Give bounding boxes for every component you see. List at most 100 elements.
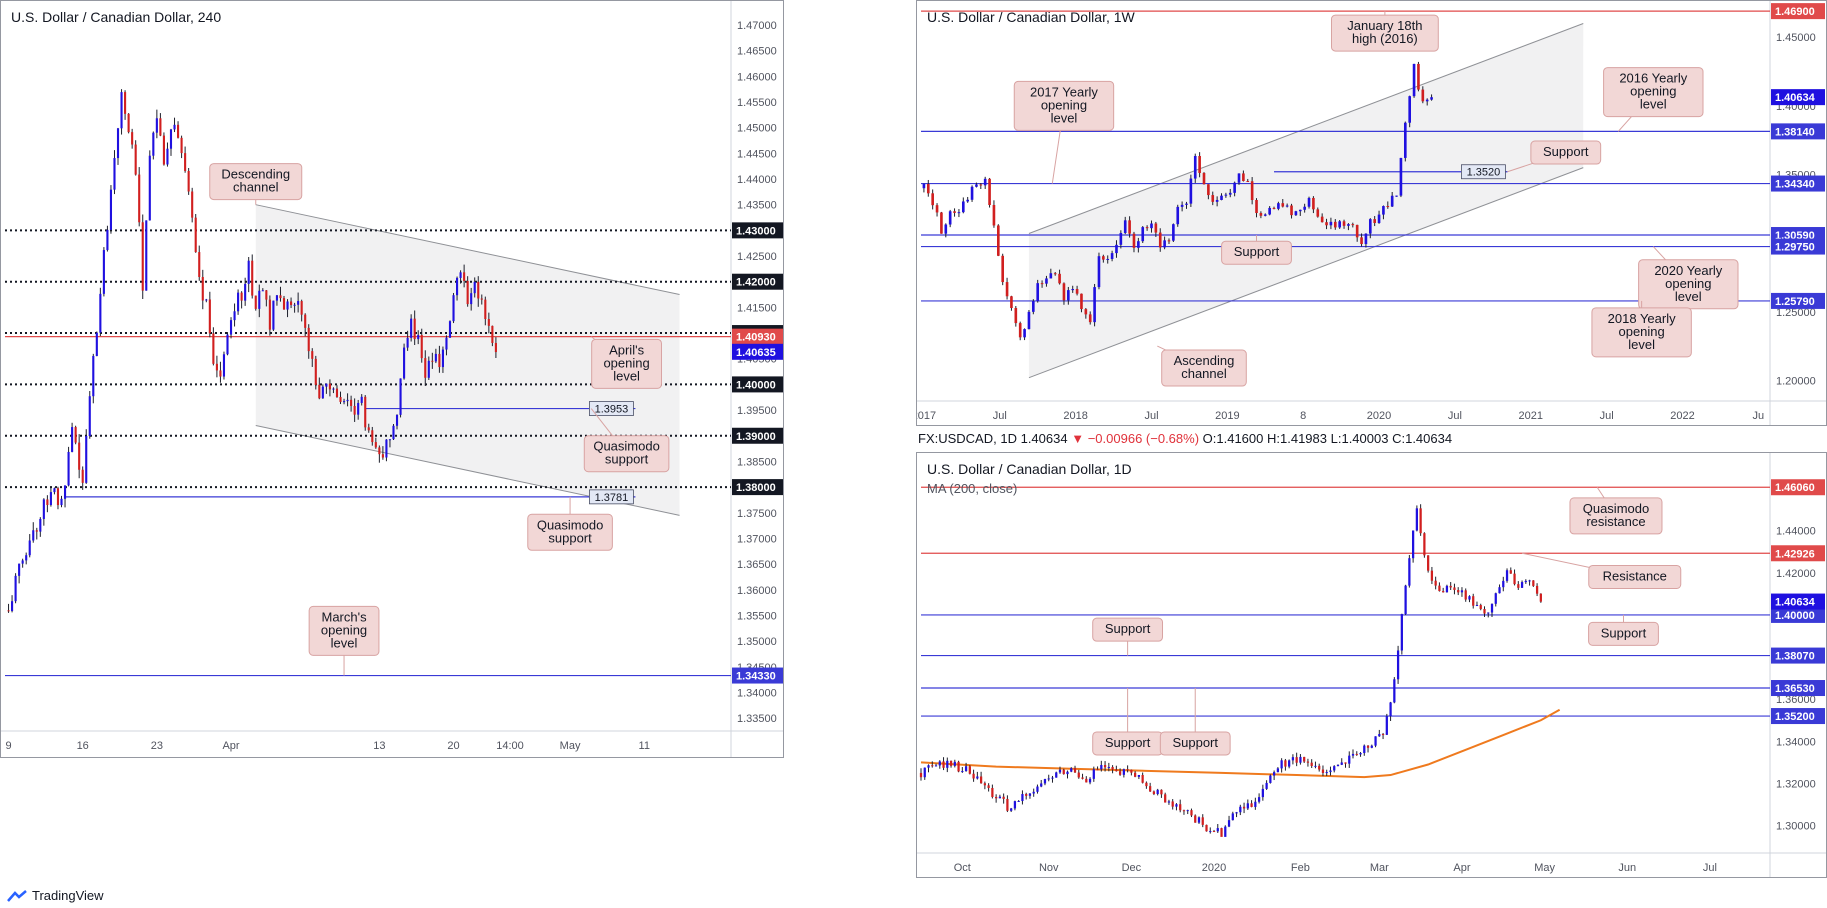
weekly-candle-body (1347, 224, 1350, 226)
weekly-x-tick-label: 2022 (1670, 410, 1694, 422)
weekly-candle-body (1395, 195, 1398, 197)
weekly-candle-body (1005, 282, 1009, 297)
h4-x-tick-label: 14:00 (496, 740, 524, 752)
weekly-candle-body (997, 225, 1000, 256)
h4-candle-body (392, 425, 395, 440)
daily-callout-box-5 (1159, 731, 1231, 756)
h4-candle-body (261, 290, 264, 292)
h4-candle-body (413, 318, 416, 340)
weekly-candle-body (1102, 256, 1105, 260)
infobar-high: H:1.41983 (1267, 431, 1327, 446)
h4-axis-price-tag (732, 479, 783, 496)
weekly-callout-text-3: Support (1543, 144, 1589, 159)
daily-candle-body (1468, 596, 1471, 600)
weekly-candle-body (1123, 220, 1127, 233)
weekly-channel-lower-line (1028, 167, 1584, 379)
h4-chart-title: U.S. Dollar / Canadian Dollar, 240 (11, 9, 222, 25)
h4-chart-svg[interactable]: 1.39531.3781DescendingchannelApril'sopen… (1, 1, 784, 758)
daily-candle-body (1032, 791, 1035, 794)
h4-y-tick-label: 1.33500 (737, 713, 777, 725)
daily-candle-body (1107, 766, 1110, 768)
daily-candle-body (1171, 801, 1174, 807)
daily-callout-text-3: Support (1105, 621, 1151, 636)
daily-candle-body (1186, 810, 1189, 812)
daily-candle-body (934, 765, 938, 767)
daily-y-tick-label: 1.36000 (1776, 694, 1816, 706)
daily-y-tick-label: 1.42000 (1776, 568, 1816, 580)
chart-panel-weekly[interactable]: 1.3520 January 18th high (2016) 2017 Yearly… (916, 0, 1827, 426)
daily-candle-body (1122, 769, 1125, 775)
h4-candle-body (265, 290, 268, 300)
daily-candle-body (1040, 783, 1043, 787)
h4-candle-body (371, 430, 374, 443)
daily-candle-body (1329, 770, 1332, 773)
daily-candle-body (1423, 533, 1426, 556)
weekly-candle-body (979, 184, 983, 186)
daily-candle-body (1156, 789, 1159, 795)
h4-candle-body (388, 439, 392, 441)
h4-candle-body (169, 129, 173, 149)
daily-candle-body (1209, 831, 1212, 833)
weekly-candle-body (1176, 206, 1180, 225)
weekly-candle-body (1010, 296, 1013, 309)
daily-axis-price-tag (1771, 606, 1825, 623)
weekly-callout-text-4: Support (1234, 244, 1280, 259)
daily-candle-body (1505, 570, 1509, 581)
daily-candle-body (1502, 580, 1505, 588)
h4-callout-box-0 (209, 163, 303, 201)
h4-callout-box-3 (527, 513, 613, 551)
h4-y-tick-label: 1.47000 (737, 20, 777, 32)
h4-y-tick-label: 1.36500 (737, 559, 777, 571)
h4-callout-text-3: Quasimodo (537, 517, 603, 532)
h4-candle-body (314, 358, 317, 385)
h4-candle-body (145, 220, 148, 291)
daily-candle-body (1487, 612, 1490, 614)
h4-callout-text-1: April's (609, 342, 644, 357)
h4-candle-body (307, 327, 310, 352)
daily-candle-body (1111, 766, 1114, 770)
weekly-callout-text-0: January 18th (1347, 18, 1422, 33)
h4-candle-body (134, 144, 137, 175)
daily-axis-price-tag (1771, 647, 1825, 664)
daily-candle-body (1043, 779, 1047, 784)
weekly-candle-body (1193, 155, 1197, 179)
weekly-x-tick-label: 2020 (1367, 410, 1391, 422)
weekly-candle-body (1360, 237, 1363, 245)
h4-candle-body (124, 92, 127, 114)
h4-y-tick-label: 1.46500 (737, 46, 777, 58)
weekly-callout-text-5: 2020 Yearly (1654, 263, 1722, 278)
daily-x-tick-label: Jun (1618, 862, 1636, 874)
daily-axis-price-tag-label: 1.42926 (1775, 548, 1815, 560)
weekly-candle-body (1329, 221, 1333, 226)
weekly-candle-body (1071, 288, 1075, 291)
daily-candle-body (983, 783, 986, 786)
infobar-low: L:1.40003 (1330, 431, 1389, 446)
chart-panel-daily[interactable]: Quasimodo resistance Resistance Support Supp… (916, 452, 1827, 878)
weekly-candle-body (1141, 227, 1145, 242)
weekly-candle-body (1058, 273, 1061, 284)
daily-candle-body (1047, 778, 1050, 780)
daily-axis-price-tag-label: 1.40000 (1775, 610, 1815, 622)
h4-y-tick-label: 1.41500 (737, 302, 777, 314)
weekly-candle-body (1180, 204, 1184, 207)
daily-candle-body (1415, 508, 1419, 531)
weekly-x-tick-label: Jul (1448, 410, 1462, 422)
weekly-candle-body (948, 211, 952, 225)
weekly-callout-box-6 (1591, 307, 1692, 358)
daily-candle-body (964, 766, 968, 772)
h4-candle-body (88, 396, 91, 436)
h4-candle-body (138, 174, 141, 223)
daily-candle-body (1539, 593, 1542, 602)
weekly-candle-body (1263, 214, 1267, 216)
chart-panel-h4[interactable]: 1.3953 1.3781 Descending channel April's open… (0, 0, 784, 758)
weekly-axis-price-tag-label: 1.38140 (1775, 126, 1815, 138)
daily-callout-box-1 (1588, 564, 1682, 589)
daily-candle-body (1017, 801, 1020, 803)
tradingview-brand[interactable]: TradingView (6, 888, 104, 903)
h4-candle-body (85, 435, 88, 483)
h4-candle-body (251, 260, 254, 296)
daily-candle-body (927, 765, 930, 768)
weekly-candle-body (935, 205, 939, 213)
